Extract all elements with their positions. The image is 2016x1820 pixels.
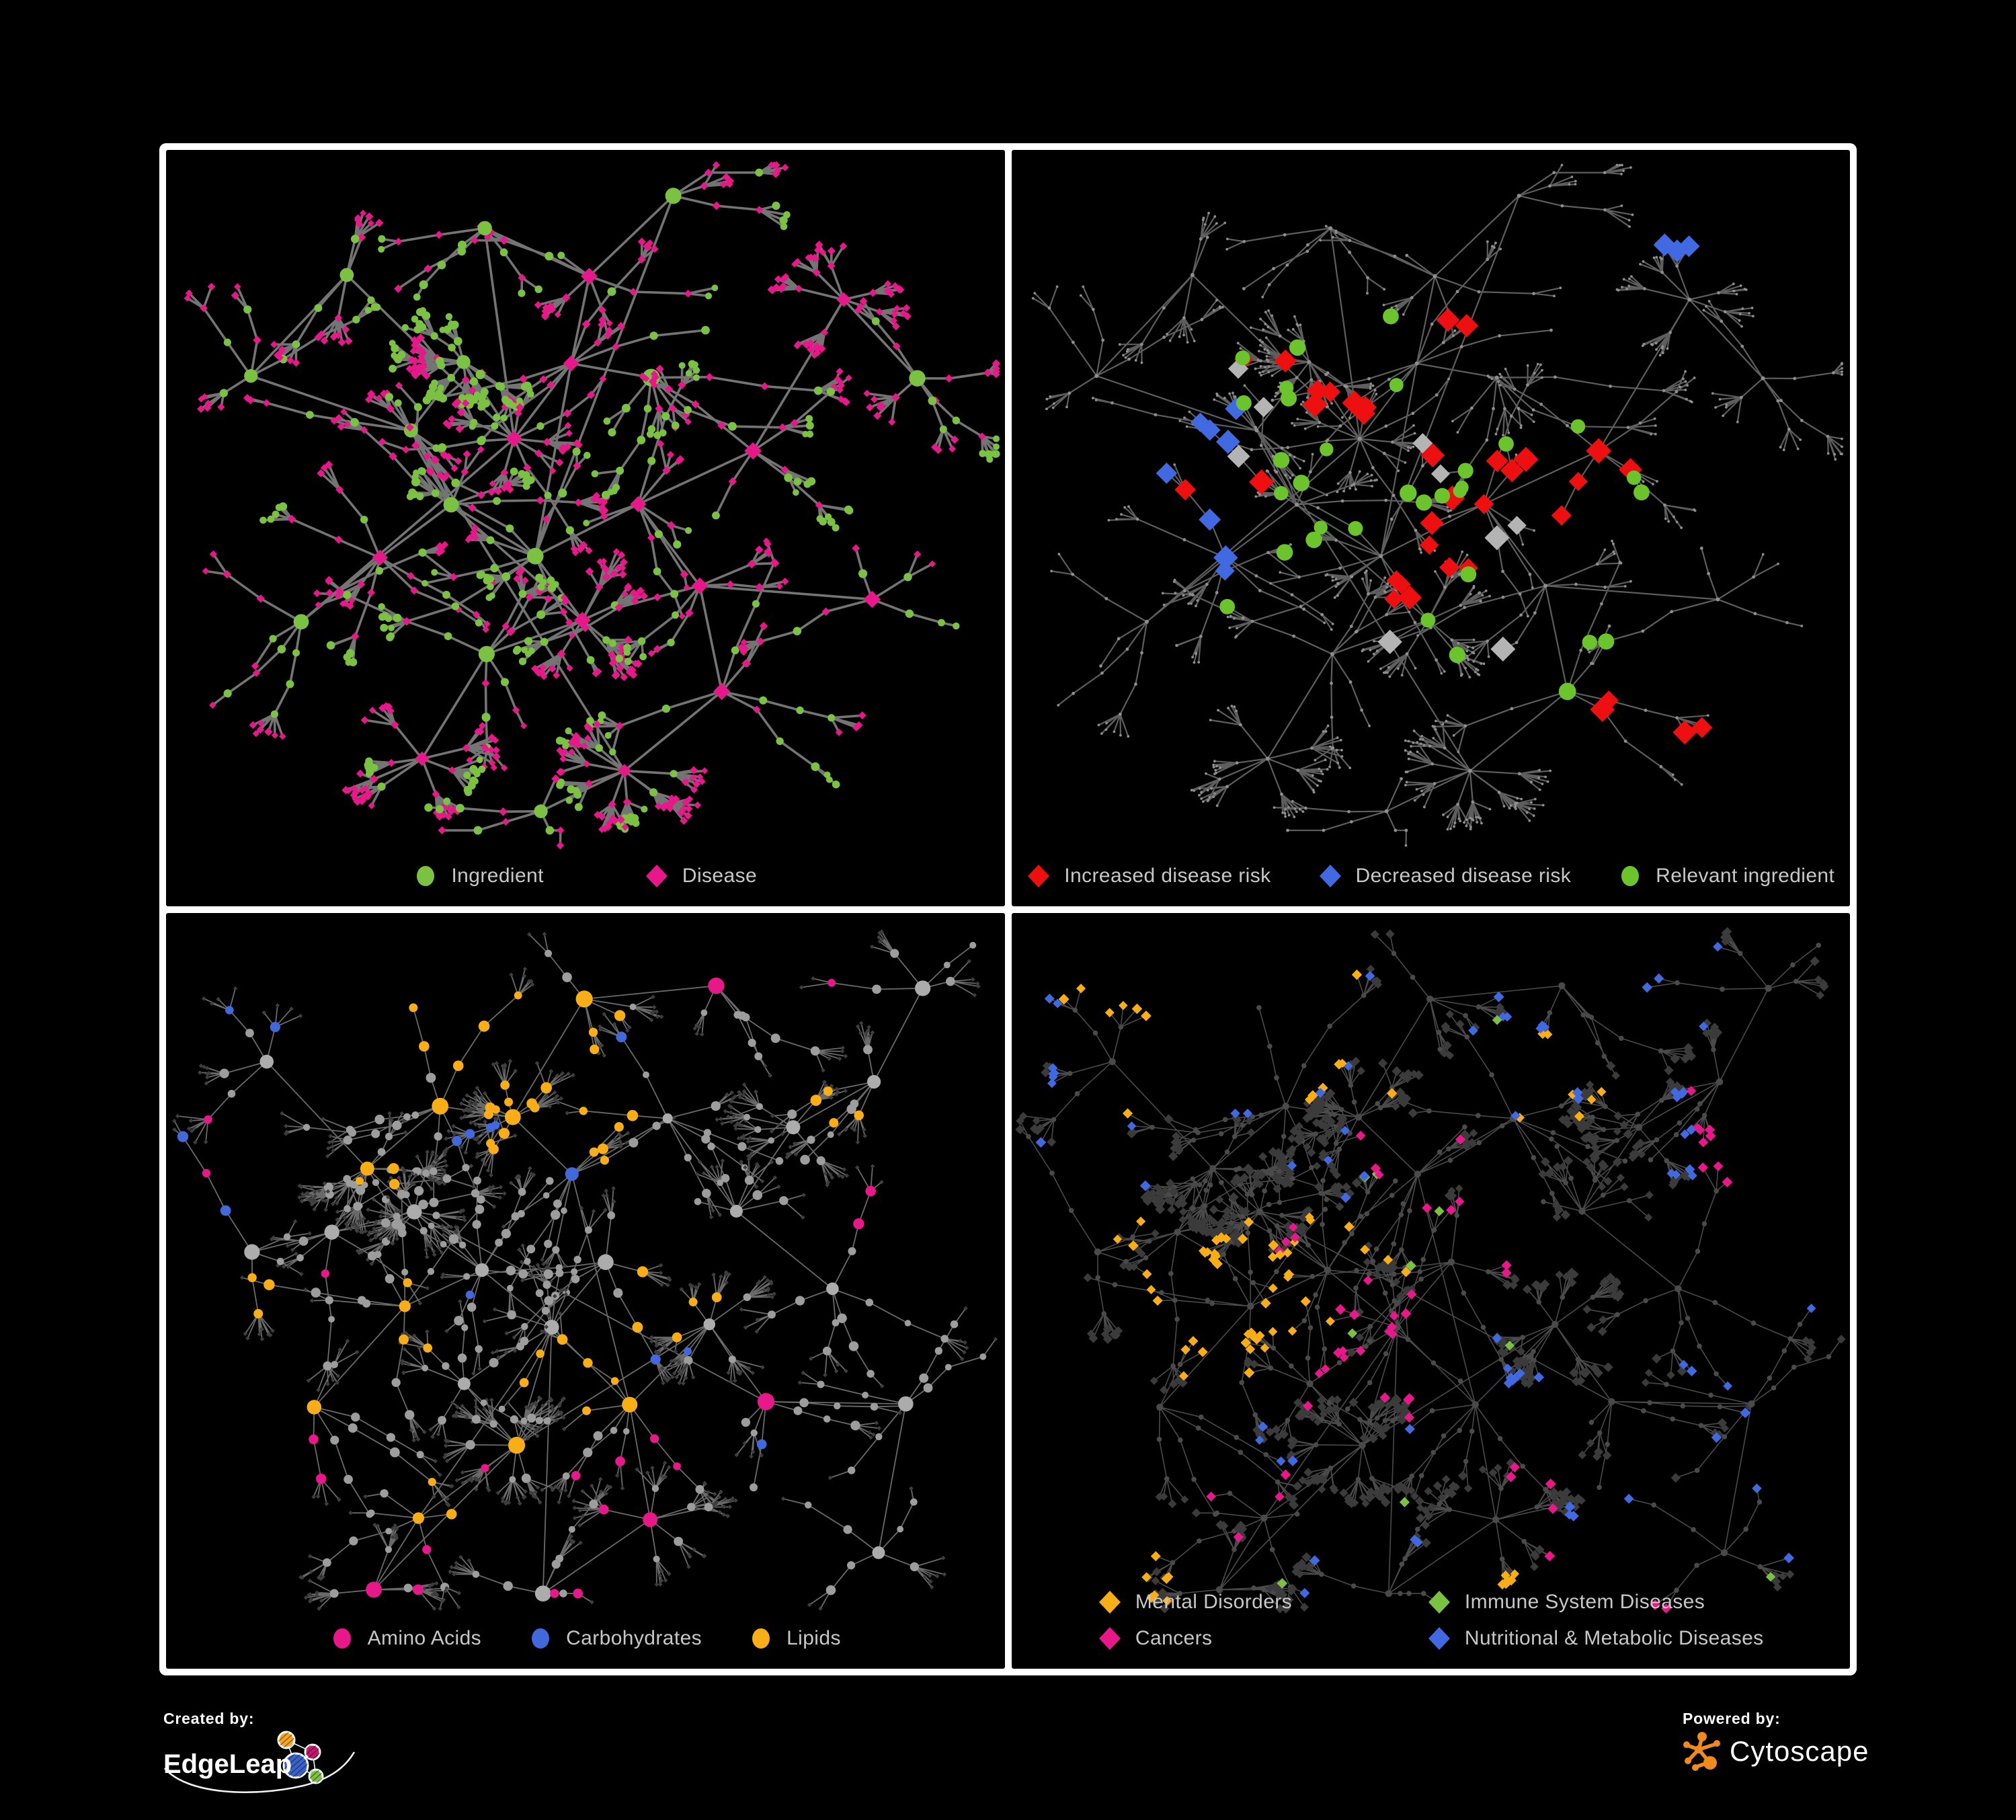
legend-item: Disease xyxy=(645,863,757,889)
legend-label: Disease xyxy=(682,864,758,887)
legend-label: Decreased disease risk xyxy=(1355,864,1572,887)
nutrient-group-legend: Amino Acids Carbohydrates Lipids xyxy=(166,1626,1005,1651)
created-by-label: Created by: xyxy=(163,1710,255,1727)
diamond-swatch xyxy=(1098,1626,1122,1651)
legend-label: Ingredient xyxy=(451,864,544,887)
legend-label: Increased disease risk xyxy=(1064,864,1271,887)
legend-item: Immune System Diseases xyxy=(1427,1589,1764,1615)
legend-label: Mental Disorders xyxy=(1135,1591,1293,1613)
powered-by-label: Powered by: xyxy=(1683,1710,1781,1727)
edgeleap-brand-text: EdgeLeap xyxy=(163,1749,292,1779)
legend-item: Amino Acids xyxy=(330,1626,481,1651)
legend-label: Immune System Diseases xyxy=(1464,1591,1705,1613)
circle-swatch xyxy=(528,1626,553,1651)
diamond-swatch xyxy=(1427,1626,1451,1651)
panel-ingredient-disease: Ingredient Disease xyxy=(166,150,1005,906)
diamond-swatch xyxy=(1427,1589,1451,1615)
legend-item: Nutritional & Metabolic Diseases xyxy=(1427,1626,1764,1651)
cytoscape-logo: Cytoscape xyxy=(1683,1731,1869,1772)
legend-label: Amino Acids xyxy=(367,1627,482,1649)
circle-swatch xyxy=(413,863,438,889)
circle-swatch xyxy=(330,1626,354,1651)
legend-item: Ingredient xyxy=(413,863,543,889)
disease-risk-network-canvas xyxy=(1031,163,1843,847)
legend-item: Carbohydrates xyxy=(528,1626,702,1651)
cytoscape-logo-icon xyxy=(1683,1732,1720,1771)
edgeleap-nodes xyxy=(277,1731,324,1784)
diamond-swatch xyxy=(645,863,669,889)
panel-disease-categories: Mental Disorders Immune System Diseases Ca… xyxy=(1011,912,1850,1669)
disease-risk-legend: Increased disease risk Decreased disease … xyxy=(1012,863,1851,889)
legend-item: Increased disease risk xyxy=(1026,863,1271,889)
ingredient-disease-legend: Ingredient Disease xyxy=(166,863,1005,889)
legend-label: Relevant ingredient xyxy=(1656,864,1835,887)
panel-grid: Ingredient Disease Increased disease risk… xyxy=(159,143,1857,1675)
created-by-block: Created by: xyxy=(163,1710,378,1801)
circle-swatch xyxy=(1618,863,1642,889)
legend-label: Cancers xyxy=(1135,1627,1213,1649)
diamond-swatch xyxy=(1318,863,1342,889)
legend-item: Lipids xyxy=(749,1626,841,1651)
legend-item: Relevant ingredient xyxy=(1618,863,1834,889)
nutrient-group-network-canvas xyxy=(172,928,998,1611)
legend-item: Cancers xyxy=(1098,1626,1387,1651)
powered-by-block: Powered by: Cytoscape xyxy=(1683,1710,1869,1772)
panel-nutrient-groups: Amino Acids Carbohydrates Lipids xyxy=(166,912,1005,1669)
legend-item: Decreased disease risk xyxy=(1318,863,1572,889)
legend-label: Nutritional & Metabolic Diseases xyxy=(1464,1627,1764,1649)
panel-disease-risk: Increased disease risk Decreased disease … xyxy=(1011,150,1851,906)
legend-item: Mental Disorders xyxy=(1098,1589,1387,1615)
cytoscape-brand-text: Cytoscape xyxy=(1730,1735,1869,1767)
edgeleap-logo: EdgeLeap xyxy=(163,1731,378,1801)
legend-label: Carbohydrates xyxy=(566,1627,702,1649)
diamond-swatch xyxy=(1026,863,1051,889)
edgeleap-logo-icon: EdgeLeap xyxy=(163,1731,356,1794)
legend-label: Lipids xyxy=(787,1627,841,1649)
disease-category-network-canvas xyxy=(1014,926,1846,1614)
circle-swatch xyxy=(749,1626,773,1651)
ingredient-disease-network-canvas xyxy=(184,161,1001,850)
diamond-swatch xyxy=(1098,1589,1122,1615)
disease-category-legend: Mental Disorders Immune System Diseases Ca… xyxy=(1098,1589,1764,1651)
